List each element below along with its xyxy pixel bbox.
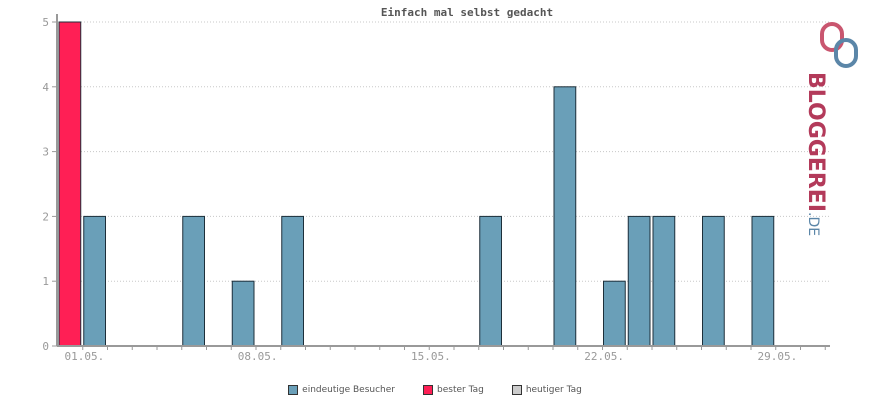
- logo-text: BLOGGEREI.DE: [803, 72, 828, 236]
- logo-mark-icon: [820, 22, 858, 68]
- legend-item-visitors: eindeutige Besucher: [288, 385, 395, 395]
- x-tick-label: 01.05.: [65, 350, 105, 363]
- y-tick-label: 0: [42, 340, 49, 353]
- bar-visitors-day-29: [751, 215, 775, 347]
- y-tick-label: 1: [42, 275, 49, 288]
- x-tick-label: 22.05.: [584, 350, 624, 363]
- legend-swatch-best-day: [423, 385, 433, 395]
- bar-visitors-day-6: [182, 215, 205, 347]
- x-tick-label: 15.05.: [411, 350, 451, 363]
- y-tick-label: 2: [42, 210, 49, 223]
- chart-title: Einfach mal selbst gedacht: [381, 6, 553, 19]
- legend-item-today: heutiger Tag: [511, 385, 582, 395]
- bar-visitors-day-21: [553, 86, 577, 347]
- x-tick-label: 29.05.: [758, 350, 798, 363]
- bar-visitors-day-24: [627, 215, 651, 347]
- bar-visitors-day-8: [231, 280, 255, 347]
- y-tick-label: 3: [42, 146, 49, 159]
- bloggerei-logo: BLOGGEREI.DE: [803, 18, 868, 236]
- bar-visitors-day-23: [603, 280, 626, 347]
- y-ticks: 0 1 2 3 4 5: [42, 16, 57, 353]
- bar-best-day-day-1: [58, 21, 82, 347]
- x-ticks: 01.05. 08.05. 15.05. 22.05. 29.05.: [65, 346, 826, 363]
- y-tick-label: 5: [42, 16, 49, 29]
- legend-label-best-day: bester Tag: [437, 385, 484, 395]
- bar-visitors-day-10: [281, 215, 304, 347]
- y-tick-label: 4: [42, 81, 49, 94]
- legend-swatch-visitors: [288, 385, 299, 395]
- bar-visitors-day-18: [479, 215, 502, 347]
- legend-item-best-day: bester Tag: [423, 385, 484, 395]
- legend-swatch-today: [511, 385, 522, 395]
- legend-label-visitors: eindeutige Besucher: [302, 385, 395, 395]
- legend: eindeutige Besucher bester Tag heutiger …: [0, 385, 870, 395]
- bar-visitors-day-25: [652, 215, 676, 347]
- legend-label-today: heutiger Tag: [525, 385, 582, 395]
- logo-brand: BLOGGEREI: [803, 72, 828, 213]
- bars: [58, 21, 775, 347]
- bar-visitors-day-27: [702, 215, 725, 347]
- logo-suffix: .DE: [805, 212, 821, 237]
- bar-visitors-day-2: [83, 215, 106, 347]
- x-tick-label: 08.05.: [238, 350, 278, 363]
